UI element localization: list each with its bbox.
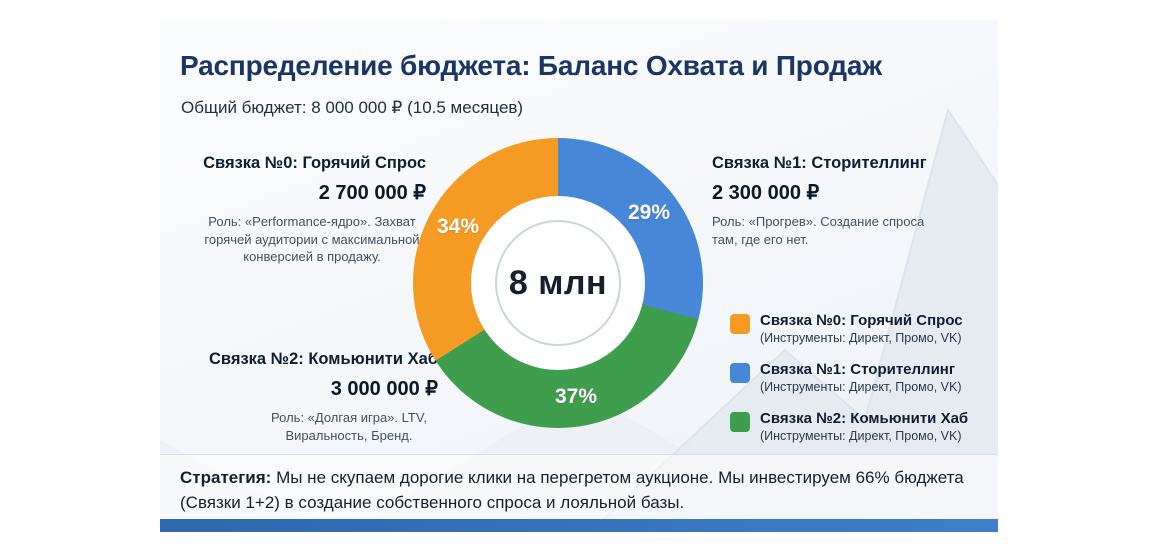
slide-title: Распределение бюджета: Баланс Охвата и П… — [180, 50, 882, 81]
bottom-accent-bar — [160, 519, 998, 532]
segment-amount: 3 000 000 ₽ — [330, 378, 438, 400]
percent-label-orange: 34% — [436, 215, 480, 238]
segment-amount: 2 700 000 ₽ — [318, 182, 426, 204]
strategy-text: Мы не скупаем дорогие клики на перегрето… — [180, 468, 964, 512]
donut-chart: 34% 29% 37% 8 млн — [413, 138, 703, 428]
segment-role: Роль: «Прогрев». Создание спроса там, гд… — [712, 214, 925, 247]
donut-center-ring: 8 млн — [495, 220, 621, 346]
legend-swatch-blue — [730, 363, 750, 383]
deco-trend-line — [589, 107, 998, 532]
legend-item: Связка №0: Горячий Спрос (Инструменты: Д… — [730, 312, 968, 345]
legend-item: Связка №2: Комьюнити Хаб (Инструменты: Д… — [730, 410, 968, 443]
strategy-label: Стратегия: — [180, 468, 272, 487]
legend-text: Связка №2: Комьюнити Хаб (Инструменты: Д… — [760, 410, 968, 443]
segment-name: Связка №0: Горячий Спрос — [203, 154, 426, 172]
donut-hole: 8 млн — [471, 196, 645, 370]
segment-callout-hot-demand: Связка №0: Горячий Спрос 2 700 000 ₽ Рол… — [178, 154, 426, 266]
strategy-note: Стратегия: Мы не скупаем дорогие клики н… — [160, 454, 998, 519]
percent-label-blue: 29% — [627, 201, 671, 224]
total-budget-subtitle: Общий бюджет: 8 000 000 ₽ (10.5 месяцев) — [181, 98, 524, 117]
segment-callout-storytelling: Связка №1: Сторителлинг 2 300 000 ₽ Роль… — [712, 154, 964, 248]
segment-amount: 2 300 000 ₽ — [712, 182, 820, 204]
donut-center-label: 8 млн — [508, 263, 608, 302]
deco-mountain-peak — [590, 110, 998, 532]
segment-role: Роль: «Долгая игра». LTV, Виральность, Б… — [271, 410, 427, 443]
legend-label: Связка №2: Комьюнити Хаб — [760, 410, 969, 427]
legend-swatch-green — [730, 412, 750, 432]
legend-label: Связка №1: Сторителлинг — [760, 361, 956, 378]
percent-label-green: 37% — [554, 385, 598, 408]
segment-role: Роль: «Performance-ядро». Захват горячей… — [204, 214, 420, 265]
slide-card: Распределение бюджета: Баланс Охвата и П… — [160, 20, 998, 532]
legend-text: Связка №0: Горячий Спрос (Инструменты: Д… — [760, 312, 963, 345]
legend-tools: (Инструменты: Директ, Промо, VK) — [760, 380, 962, 394]
legend-text: Связка №1: Сторителлинг (Инструменты: Ди… — [760, 361, 962, 394]
chart-legend: Связка №0: Горячий Спрос (Инструменты: Д… — [730, 312, 968, 443]
legend-tools: (Инструменты: Директ, Промо, VK) — [760, 331, 962, 345]
segment-name: Связка №1: Сторителлинг — [712, 154, 927, 172]
legend-swatch-orange — [730, 314, 750, 334]
segment-name: Связка №2: Комьюнити Хаб — [208, 350, 438, 368]
legend-tools: (Инструменты: Директ, Промо, VK) — [760, 429, 962, 443]
legend-item: Связка №1: Сторителлинг (Инструменты: Ди… — [730, 361, 968, 394]
legend-label: Связка №0: Горячий Спрос — [760, 312, 963, 329]
segment-callout-community-hub: Связка №2: Комьюнити Хаб 3 000 000 ₽ Рол… — [190, 350, 438, 444]
